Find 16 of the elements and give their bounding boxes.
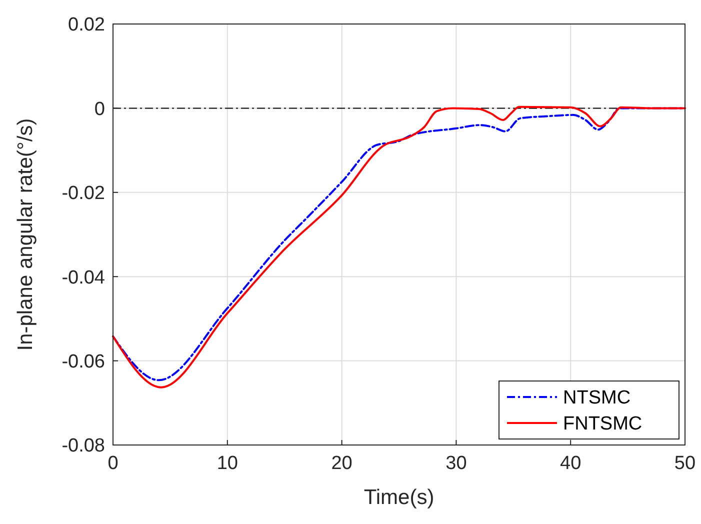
y-tick-label: -0.02 [62,183,105,204]
x-tick-label: 30 [446,453,467,474]
x-tick-label: 50 [674,453,696,474]
x-axis-title: Time(s) [364,486,434,509]
x-tick-label: 10 [216,453,238,474]
y-tick-label: -0.04 [62,267,106,288]
x-tick-label: 20 [331,453,352,474]
y-axis-title: In-plane angular rate(°/s) [14,118,37,351]
y-tick-label: 0.02 [68,14,105,36]
y-tick-label: -0.08 [62,436,105,457]
y-tick-label: -0.06 [62,351,105,372]
x-tick-label: 40 [560,453,582,474]
y-tick-label: 0 [94,98,105,120]
legend-label: FNTSMC [563,414,642,435]
x-tick-label: 0 [108,453,118,474]
legend-label: NTSMC [563,388,631,409]
